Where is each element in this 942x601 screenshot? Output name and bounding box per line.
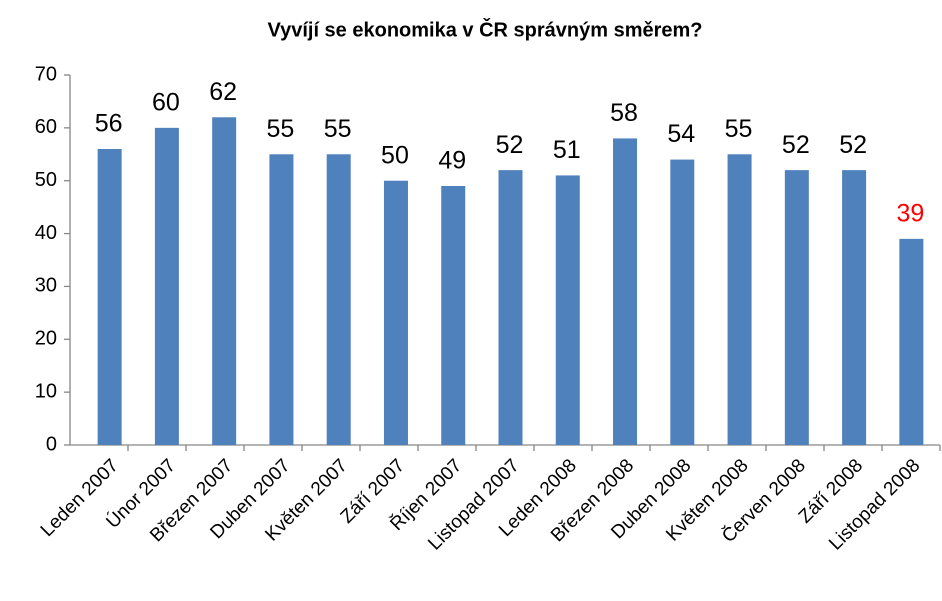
bar — [441, 186, 466, 445]
y-tick-label: 40 — [35, 222, 57, 244]
bar — [842, 170, 867, 445]
chart-title: Vyvíjí se ekonomika v ČR správným směrem… — [267, 17, 702, 41]
y-tick-label: 0 — [46, 433, 57, 455]
x-tick-label: Leden 2007 — [37, 455, 123, 541]
value-label: 54 — [667, 120, 695, 148]
bar — [383, 180, 408, 445]
bar — [899, 238, 924, 445]
value-label: 52 — [782, 131, 810, 159]
bar — [154, 127, 179, 445]
bar — [269, 154, 294, 446]
value-label: 52 — [496, 131, 524, 159]
bar — [326, 154, 351, 446]
bar — [498, 170, 523, 445]
value-label: 60 — [152, 88, 180, 116]
bar — [97, 149, 122, 445]
value-label: 55 — [725, 115, 753, 143]
y-tick-label: 60 — [35, 116, 57, 138]
y-tick-label: 70 — [35, 63, 57, 85]
y-tick-label: 30 — [35, 275, 57, 297]
value-label: 39 — [896, 199, 924, 227]
bar — [555, 175, 580, 445]
value-label: 52 — [839, 131, 867, 159]
bar — [670, 159, 695, 446]
bar — [212, 117, 237, 446]
bar — [727, 154, 752, 446]
value-label: 55 — [267, 115, 295, 143]
value-label: 62 — [209, 78, 237, 106]
value-label: 58 — [610, 99, 638, 127]
value-label: 51 — [553, 136, 581, 164]
y-tick-label: 50 — [35, 169, 57, 191]
value-label: 49 — [438, 147, 466, 175]
bar — [784, 170, 809, 445]
y-tick-label: 10 — [35, 380, 57, 402]
value-label: 56 — [95, 110, 123, 138]
value-label: 55 — [324, 115, 352, 143]
y-tick-label: 20 — [35, 328, 57, 350]
bar — [613, 138, 638, 445]
value-label: 50 — [381, 141, 409, 169]
